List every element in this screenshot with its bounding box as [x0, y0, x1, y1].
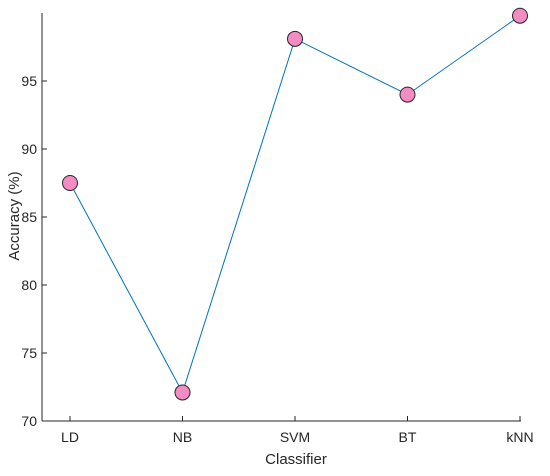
markers	[62, 7, 528, 401]
axes	[41, 13, 521, 422]
data-point-NB	[174, 384, 191, 401]
x-tick-label: NB	[173, 429, 192, 445]
series-line	[69, 15, 521, 394]
y-axis-label: Accuracy (%)	[6, 171, 23, 260]
series	[69, 15, 521, 394]
x-tick-label: kNN	[506, 429, 533, 445]
y-tick-label: 75	[21, 345, 37, 361]
data-point-SVM	[287, 30, 303, 47]
x-tick-label: BT	[399, 429, 417, 445]
data-point-kNN	[512, 7, 528, 24]
x-tick-label: LD	[61, 429, 79, 445]
x-tick-label: SVM	[280, 429, 310, 445]
y-tick-label: 90	[21, 141, 37, 157]
data-point-LD	[62, 175, 78, 191]
x-axis-label: Classifier	[265, 451, 327, 468]
y-tick-label: 95	[21, 73, 37, 89]
y-tick-label: 85	[21, 209, 37, 225]
ticks: 70 75 80 85 90 95 LD NB SVM BT kNN	[21, 73, 533, 445]
data-point-BT	[399, 86, 416, 103]
y-tick-label: 80	[21, 277, 37, 293]
y-tick-label: 70	[21, 413, 37, 429]
